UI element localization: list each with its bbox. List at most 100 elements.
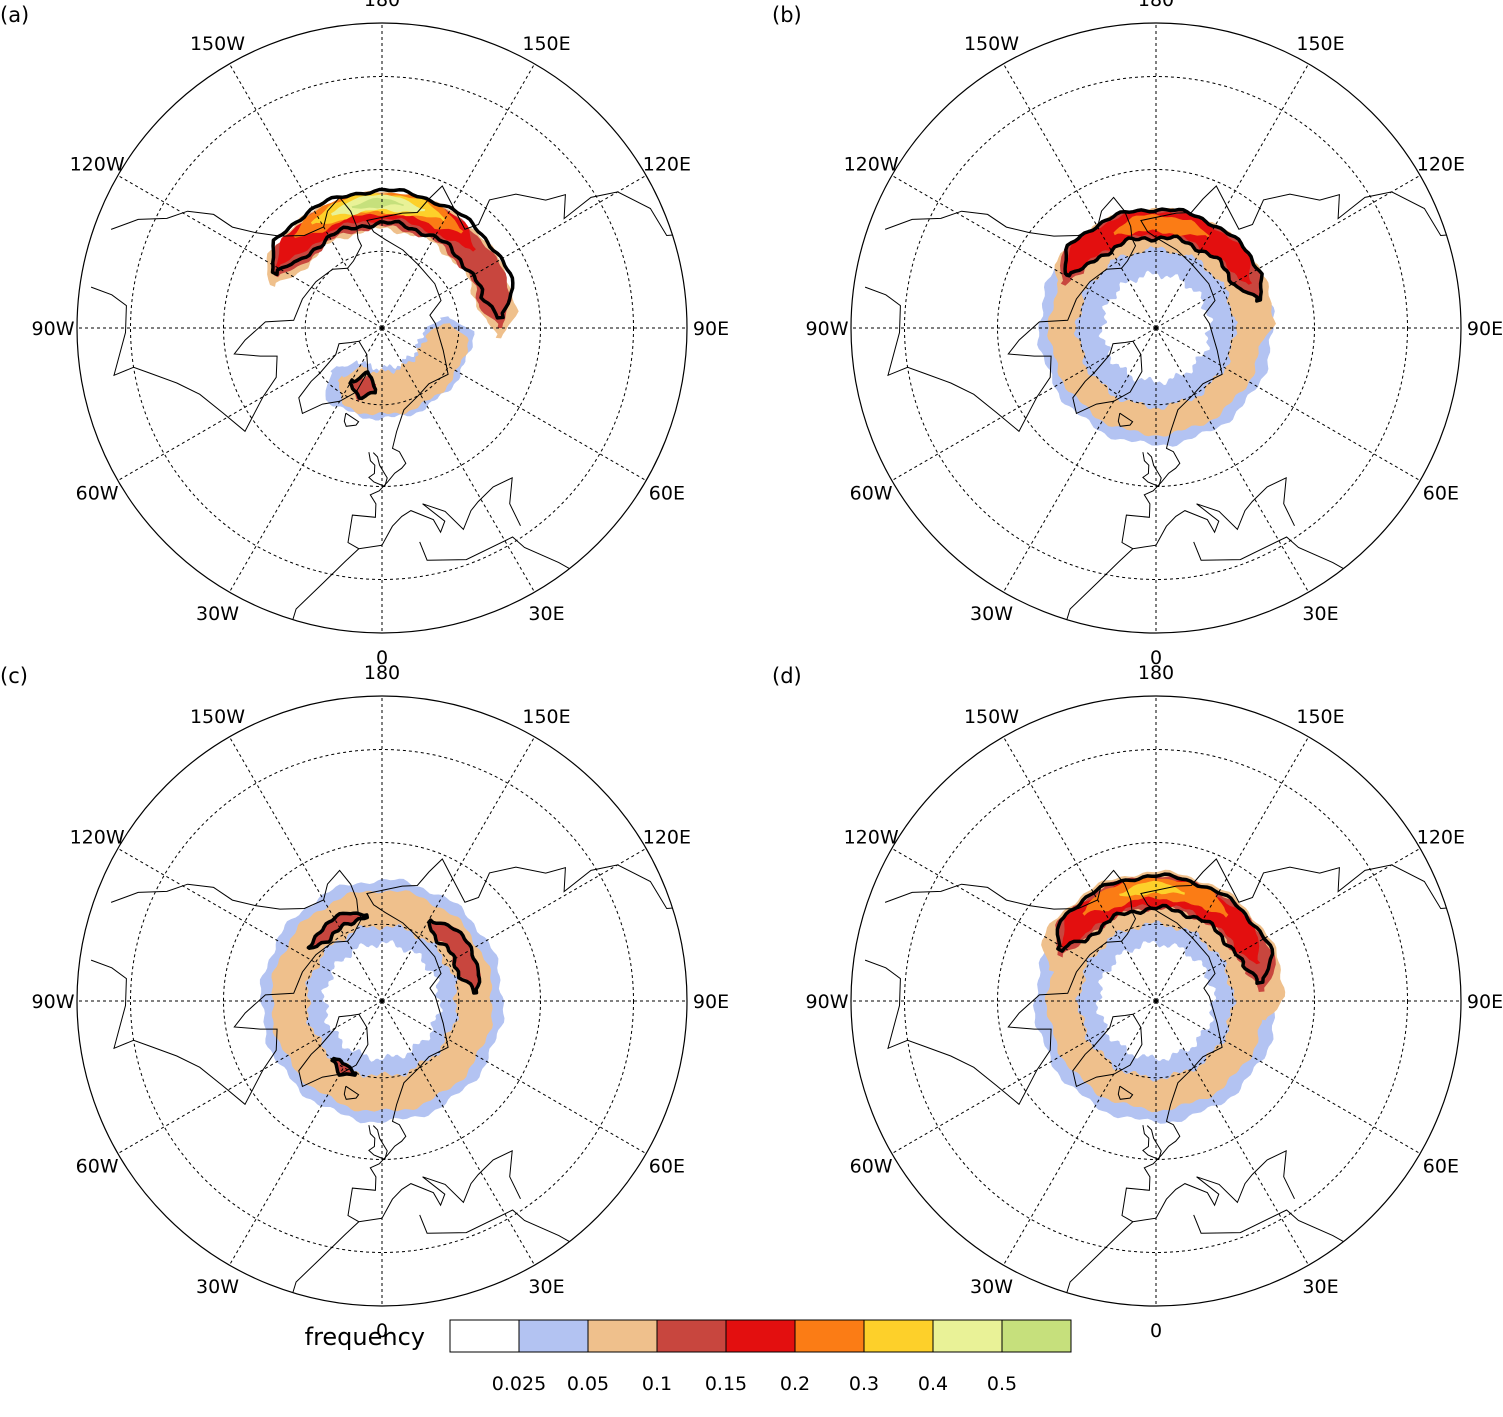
map-boundary: [850, 22, 1462, 634]
colorbar-tick-label: 0.2: [780, 1373, 810, 1395]
frequency-contour: [330, 1056, 358, 1077]
map-area: [851, 23, 1461, 633]
meridian: [229, 1000, 383, 1266]
panel-label: (d): [772, 664, 802, 688]
coastline: [366, 185, 687, 397]
longitude-label: 150W: [190, 706, 245, 728]
coastline: [298, 1013, 369, 1088]
longitude-label: 60E: [649, 1156, 685, 1178]
meridian: [1003, 1000, 1157, 1266]
frequency-contour: [1063, 207, 1264, 303]
colorbar-swatches: [449, 1319, 1072, 1353]
coastline: [343, 412, 360, 427]
latitude-circle: [904, 76, 1408, 580]
longitude-label: 120E: [643, 827, 691, 849]
longitude-label: 30E: [1302, 603, 1338, 625]
longitude-label: 120W: [844, 154, 899, 176]
coastline: [1097, 869, 1137, 942]
colorbar-swatch: [1001, 1319, 1072, 1353]
longitude-label: 150W: [190, 33, 245, 55]
map-area: [77, 696, 687, 1306]
meridian: [117, 1000, 383, 1154]
meridian: [381, 63, 535, 329]
longitude-label: 30E: [528, 1276, 564, 1298]
longitude-label: 30W: [970, 1276, 1013, 1298]
map-area: [851, 696, 1461, 1306]
colorbar-swatch: [587, 1319, 658, 1353]
panel-b: (b) 0 30E 60E 90E 120E 150E 180 150W 120W 90W 60W 3…: [772, 0, 1503, 669]
latitude-circle: [304, 923, 460, 1079]
panel-d: (d) 0 30E 60E 90E 120E 150E 180 150W 120W 90W 60W 3…: [772, 662, 1503, 1342]
coastline: [1057, 1221, 1134, 1306]
longitude-label: 180: [364, 0, 400, 11]
coastline: [347, 1068, 521, 1223]
longitude-label: 60E: [1423, 483, 1459, 505]
colorbar-tick-label: 0.05: [567, 1373, 609, 1395]
panel-label: (b): [772, 3, 802, 27]
frequency-contour: [1055, 872, 1275, 985]
longitude-label: 120E: [1417, 827, 1465, 849]
meridian: [1155, 1000, 1421, 1154]
coastline: [110, 883, 324, 910]
frequency-fill: [259, 878, 505, 1124]
graticule: [77, 23, 687, 633]
coastline: [1117, 412, 1134, 427]
latitude-circle: [130, 749, 634, 1253]
longitude-label: 180: [1138, 0, 1174, 11]
coastline: [283, 1221, 360, 1306]
longitude-label: 90E: [1467, 991, 1503, 1013]
longitude-label: 60W: [850, 1156, 893, 1178]
meridian: [117, 175, 383, 329]
meridian: [1155, 175, 1421, 329]
meridian: [1155, 1000, 1309, 1266]
colorbar-title: frequency: [305, 1323, 425, 1351]
coastline: [323, 869, 363, 942]
longitude-label: 180: [364, 662, 400, 684]
map-boundary: [76, 695, 688, 1307]
coastline: [1140, 185, 1461, 397]
coastline: [1142, 452, 1162, 488]
longitude-label: 120W: [844, 827, 899, 849]
meridian: [229, 736, 383, 1002]
colorbar-swatch: [794, 1319, 865, 1353]
meridian: [117, 848, 383, 1002]
frequency-band: [332, 1058, 356, 1076]
graticule: [851, 696, 1461, 1306]
meridian: [381, 736, 535, 1002]
meridian: [1155, 327, 1421, 481]
longitude-label: 120E: [1417, 154, 1465, 176]
colorbar-tick-label: 0.3: [849, 1373, 879, 1395]
colorbar-swatch: [863, 1319, 934, 1353]
longitude-label: 60E: [649, 483, 685, 505]
frequency-band: [1119, 880, 1185, 897]
frequency-contour: [270, 187, 515, 320]
longitude-label: 60W: [850, 483, 893, 505]
meridian: [1155, 327, 1309, 593]
colorbar-tick-label: 0.5: [987, 1373, 1017, 1395]
longitude-label: 0: [1150, 647, 1162, 669]
meridian: [229, 327, 383, 593]
longitude-label: 90W: [32, 318, 75, 340]
coastline: [90, 940, 348, 1106]
frequency-band: [1066, 210, 1253, 285]
colorbar-tick-label: 0.025: [492, 1373, 546, 1395]
longitude-label: 120E: [643, 154, 691, 176]
coastline: [366, 858, 687, 1070]
meridian: [381, 327, 535, 593]
meridian: [381, 848, 647, 1002]
coastline: [419, 536, 628, 585]
meridian: [381, 1000, 535, 1266]
frequency-contours: [1055, 872, 1275, 985]
latitude-circle: [904, 749, 1408, 1253]
coastline: [864, 267, 1122, 433]
meridian: [381, 175, 647, 329]
longitude-label: 30W: [970, 603, 1013, 625]
longitude-label: 60E: [1423, 1156, 1459, 1178]
longitude-label: 90W: [806, 991, 849, 1013]
coastline: [368, 1125, 388, 1161]
meridian: [381, 327, 647, 481]
longitude-label: 30W: [196, 1276, 239, 1298]
map-area: [77, 23, 687, 633]
graticule: [77, 696, 687, 1306]
